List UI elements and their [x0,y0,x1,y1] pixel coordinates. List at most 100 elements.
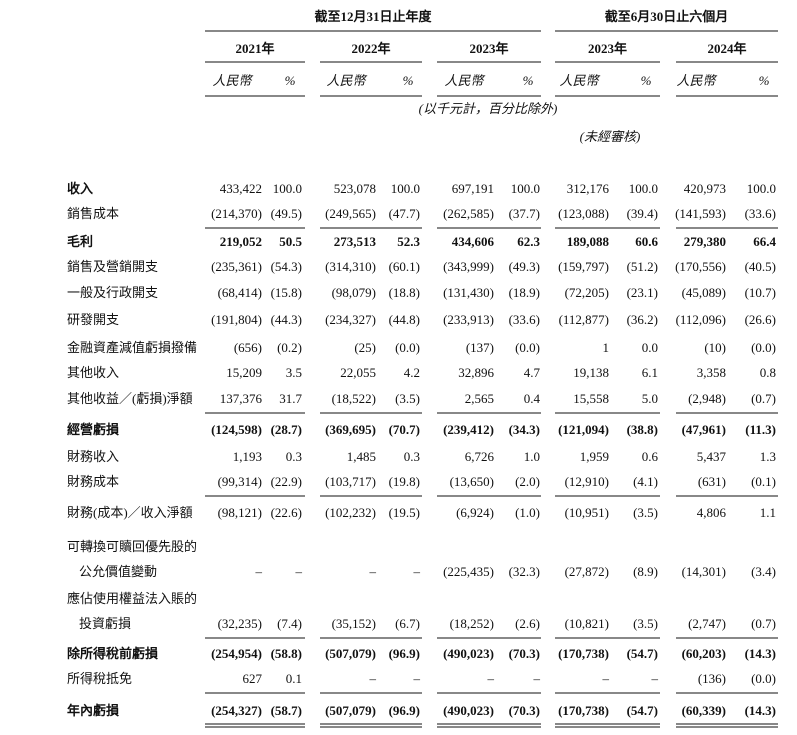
amount-cell: (234,327) [325,312,376,327]
percent-cell: (1.0) [515,505,540,520]
percent-cell: 100.0 [273,181,302,196]
amount-cell: (103,717) [325,474,376,489]
percent-cell: 0.1 [286,671,302,686]
row-label: 年內虧損 [67,703,120,718]
percent-cell: (0.7) [751,391,776,406]
amount-cell: (233,913) [443,312,494,327]
percent-cell: (3.5) [395,391,420,406]
row-label: 除所得稅前虧損 [67,646,159,661]
amount-cell: (10,821) [565,616,609,631]
percent-cell: (3.5) [633,616,658,631]
percent-cell: (96.9) [389,646,420,661]
amount-cell: 627 [243,671,263,686]
amount-cell: 523,078 [334,181,376,196]
percent-cell: – [651,671,659,686]
percent-cell: (39.4) [627,206,658,221]
percent-header: % [641,73,652,88]
amount-cell: (656) [234,340,262,355]
percent-cell: (0.0) [515,340,540,355]
amount-cell: (490,023) [443,703,494,718]
currency-header: 人民幣 [676,73,717,88]
percent-cell: (49.5) [271,206,302,221]
amount-cell: (12,910) [565,474,609,489]
amount-cell: 137,376 [220,391,263,406]
percent-cell: (36.2) [627,312,658,327]
percent-cell: (0.7) [751,616,776,631]
percent-cell: (2.6) [515,616,540,631]
percent-cell: (19.8) [389,474,420,489]
amount-cell: (45,089) [682,285,726,300]
percent-header: % [523,73,534,88]
amount-cell: (507,079) [325,703,376,718]
percent-cell: (15.8) [271,285,302,300]
amount-cell: 697,191 [452,181,494,196]
percent-cell: 1.3 [760,449,776,464]
percent-cell: 0.6 [642,449,659,464]
amount-cell: 1,193 [233,449,262,464]
percent-cell: 1.0 [524,449,540,464]
row-label: 公允價值變動 [79,564,157,579]
percent-cell: (2.0) [515,474,540,489]
row-label: 財務收入 [67,449,119,464]
amount-cell: – [602,671,610,686]
amount-cell: (27,872) [565,564,609,579]
amount-cell: (214,370) [211,206,262,221]
percent-cell: (49.3) [509,259,540,274]
amount-cell: (2,747) [688,616,726,631]
amount-cell: (314,310) [325,259,376,274]
year-header: 2022年 [351,41,390,56]
percent-cell: (0.1) [751,474,776,489]
percent-cell: (10.7) [745,285,776,300]
amount-cell: (60,203) [682,646,726,661]
currency-header: 人民幣 [212,73,253,88]
percent-cell: (0.2) [277,340,302,355]
row-label: 其他收入 [67,365,119,380]
amount-cell: 433,422 [220,181,262,196]
amount-cell: – [369,671,377,686]
percent-cell: 0.3 [404,449,420,464]
row-label: 其他收益／(虧損)淨額 [67,391,193,406]
year-header: 2024年 [707,41,746,56]
percent-cell: (8.9) [633,564,658,579]
currency-header: 人民幣 [444,73,485,88]
percent-cell: (6.7) [395,616,420,631]
unit-note: (以千元計，百分比除外) [419,101,558,116]
amount-cell: (6,924) [456,505,494,520]
amount-cell: (170,556) [675,259,726,274]
amount-cell: (170,738) [558,703,609,718]
amount-cell: (131,430) [443,285,494,300]
percent-cell: 100.0 [629,181,658,196]
percent-cell: (58.8) [271,646,302,661]
percent-cell: 4.2 [404,365,420,380]
row-label: 可轉換可贖回優先股的 [67,539,197,554]
percent-cell: 100.0 [747,181,776,196]
amount-cell: (159,797) [558,259,609,274]
row-label: 一般及行政開支 [67,285,158,300]
amount-cell: 1 [603,340,610,355]
percent-cell: 100.0 [511,181,540,196]
amount-cell: 279,380 [684,234,726,249]
percent-cell: (47.7) [389,206,420,221]
percent-cell: (44.3) [271,312,302,327]
percent-cell: (28.7) [271,422,302,437]
percent-cell: 66.4 [753,234,776,249]
row-label: 銷售成本 [67,206,119,221]
amount-cell: (35,152) [332,616,376,631]
currency-header: 人民幣 [559,73,600,88]
amount-cell: (60,339) [682,703,726,718]
amount-cell: 19,138 [573,365,609,380]
amount-cell: (18,522) [332,391,376,406]
percent-cell: (18.9) [509,285,540,300]
percent-cell: 100.0 [391,181,420,196]
percent-cell: (44.8) [389,312,420,327]
percent-cell: (0.0) [395,340,420,355]
amount-cell: 32,896 [458,365,494,380]
percent-cell: 1.1 [760,505,776,520]
percent-cell: (23.1) [627,285,658,300]
percent-cell: 50.5 [279,234,302,249]
amount-cell: 219,052 [220,234,262,249]
amount-cell: – [369,564,377,579]
row-label: 研發開支 [67,312,119,327]
amount-cell: – [255,564,263,579]
percent-cell: 0.0 [642,340,658,355]
